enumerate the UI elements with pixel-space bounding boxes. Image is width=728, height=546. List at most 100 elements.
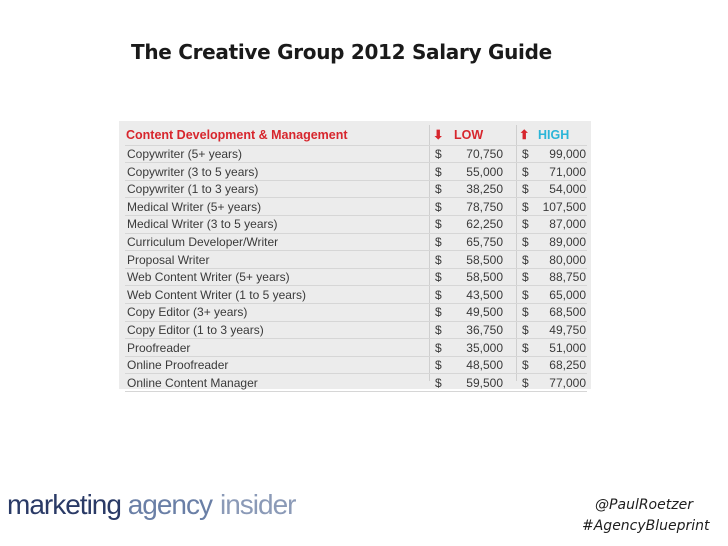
low-currency: $: [435, 147, 442, 161]
job-title: Copy Editor (3+ years): [127, 305, 248, 320]
logo-word: insider: [220, 489, 296, 520]
high-currency: $: [522, 164, 529, 179]
high-salary: 77,000: [549, 375, 586, 390]
job-title: Online Content Manager: [127, 375, 258, 390]
high-currency: $: [522, 305, 529, 320]
table-header-row: Content Development & Management ⬇ LOW ⬆…: [119, 127, 591, 144]
low-currency: $: [435, 287, 442, 302]
arrow-down-icon: ⬇: [433, 128, 444, 142]
table-row: Copywriter (3 to 5 years) $55,000 $71,000: [119, 164, 591, 181]
high-currency: $: [522, 199, 529, 214]
table-row: Copywriter (5+ years) $70,750 $99,000: [119, 146, 591, 163]
low-salary: 55,000: [466, 164, 503, 179]
high-salary: 107,500: [542, 199, 586, 214]
low-salary: 38,250: [466, 182, 503, 197]
low-salary: 78,750: [466, 199, 503, 214]
high-salary: 99,000: [549, 147, 586, 161]
low-currency: $: [435, 217, 442, 232]
table-row: Online Proofreader $48,500 $68,250: [119, 357, 591, 374]
low-currency: $: [435, 375, 442, 390]
low-salary: 35,000: [466, 340, 503, 355]
high-currency: $: [522, 270, 529, 285]
low-currency: $: [435, 358, 442, 373]
high-currency: $: [522, 323, 529, 337]
high-salary: 88,750: [549, 270, 586, 285]
low-currency: $: [435, 252, 442, 267]
high-currency: $: [522, 252, 529, 267]
high-salary: 49,750: [549, 323, 586, 337]
high-currency: $: [522, 375, 529, 390]
table-row: Curriculum Developer/Writer $65,750 $89,00…: [119, 234, 591, 251]
low-salary: 62,250: [466, 217, 503, 232]
low-salary: 58,500: [466, 252, 503, 267]
job-title: Web Content Writer (5+ years): [127, 270, 290, 285]
row-divider: [125, 232, 587, 234]
low-salary: 49,500: [466, 305, 503, 320]
column-divider: [516, 125, 517, 381]
table-row: Medical Writer (3 to 5 years) $62,250 $87,…: [119, 216, 591, 233]
row-divider: [125, 179, 587, 181]
low-column-header: LOW: [454, 128, 484, 142]
logo-word: agency: [127, 489, 213, 520]
job-title: Proofreader: [127, 340, 191, 355]
slide-title: The Creative Group 2012 Salary Guide: [131, 40, 552, 64]
table-row: Copy Editor (3+ years) $49,500 $68,500: [119, 304, 591, 321]
low-salary: 36,750: [466, 323, 503, 337]
high-currency: $: [522, 217, 529, 232]
row-divider: [125, 267, 587, 269]
low-currency: $: [435, 323, 442, 337]
row-divider: [125, 355, 587, 357]
job-title: Online Proofreader: [127, 358, 229, 373]
high-salary: 68,500: [549, 305, 586, 320]
low-currency: $: [435, 305, 442, 320]
high-salary: 80,000: [549, 252, 586, 267]
row-divider: [125, 250, 587, 252]
table-row: Medical Writer (5+ years) $78,750 $107,500: [119, 199, 591, 216]
high-currency: $: [522, 287, 529, 302]
low-salary: 58,500: [466, 270, 503, 285]
high-currency: $: [522, 182, 529, 197]
table-row: Web Content Writer (5+ years) $58,500 $88,…: [119, 269, 591, 286]
high-currency: $: [522, 235, 529, 249]
job-title: Medical Writer (3 to 5 years): [127, 217, 278, 232]
high-salary: 51,000: [549, 340, 586, 355]
high-currency: $: [522, 340, 529, 355]
table-row: Proofreader $35,000 $51,000: [119, 340, 591, 357]
hashtag: #AgencyBlueprint: [582, 518, 710, 534]
arrow-up-icon: ⬆: [519, 128, 530, 142]
table-row: Web Content Writer (1 to 5 years) $43,500…: [119, 287, 591, 304]
marketing-agency-insider-logo: marketing agency insider: [7, 489, 297, 521]
row-divider: [125, 373, 587, 375]
row-divider: [125, 144, 587, 146]
row-divider: [125, 302, 587, 304]
salary-table: Content Development & Management ⬇ LOW ⬆…: [119, 121, 591, 392]
high-currency: $: [522, 147, 529, 161]
low-currency: $: [435, 270, 442, 285]
high-salary: 87,000: [549, 217, 586, 232]
table-row: Copywriter (1 to 3 years) $38,250 $54,000: [119, 181, 591, 198]
row-divider: [125, 197, 587, 199]
job-title: Medical Writer (5+ years): [127, 199, 262, 214]
row-divider: [125, 390, 587, 392]
low-salary: 65,750: [466, 235, 503, 249]
low-currency: $: [435, 164, 442, 179]
high-salary: 54,000: [549, 182, 586, 197]
low-salary: 43,500: [466, 287, 503, 302]
high-salary: 89,000: [549, 235, 586, 249]
high-currency: $: [522, 358, 529, 373]
row-divider: [125, 162, 587, 164]
logo-word: marketing: [7, 489, 122, 520]
row-divider: [125, 214, 587, 216]
table-section-title: Content Development & Management: [126, 128, 348, 142]
table-row: Proposal Writer $58,500 $80,000: [119, 252, 591, 269]
low-currency: $: [435, 340, 442, 355]
job-title: Copywriter (5+ years): [127, 147, 243, 161]
job-title: Copy Editor (1 to 3 years): [127, 323, 264, 337]
row-divider: [125, 285, 587, 287]
table-row: Copy Editor (1 to 3 years) $36,750 $49,750: [119, 322, 591, 339]
low-salary: 59,500: [466, 375, 503, 390]
column-divider: [429, 125, 430, 381]
row-divider: [125, 338, 587, 340]
low-currency: $: [435, 199, 442, 214]
twitter-handle: @PaulRoetzer: [595, 497, 693, 513]
